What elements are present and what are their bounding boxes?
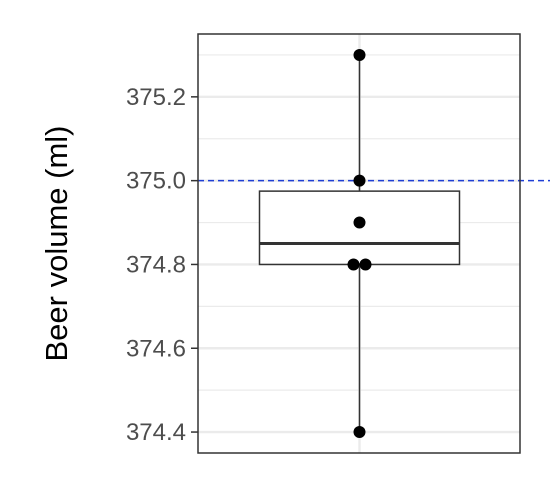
box	[258, 54, 461, 433]
y-axis-title: Beer volume (ml)	[39, 126, 74, 362]
y-tick-label: 374.4	[126, 419, 186, 446]
data-point	[353, 426, 366, 439]
plot-panel	[197, 33, 521, 454]
data-point	[347, 258, 360, 271]
data-point	[359, 258, 372, 271]
data-point	[353, 48, 366, 61]
data-point	[353, 174, 366, 187]
y-tick-label: 375.2	[126, 84, 186, 111]
data-point	[353, 216, 366, 229]
data-points	[347, 48, 372, 439]
y-tick-label: 374.8	[126, 251, 186, 278]
y-axis-ticks: 374.4 374.6 374.8 375.0 375.2	[126, 84, 198, 446]
y-tick-label: 375.0	[126, 168, 186, 195]
y-tick-label: 374.6	[126, 335, 186, 362]
